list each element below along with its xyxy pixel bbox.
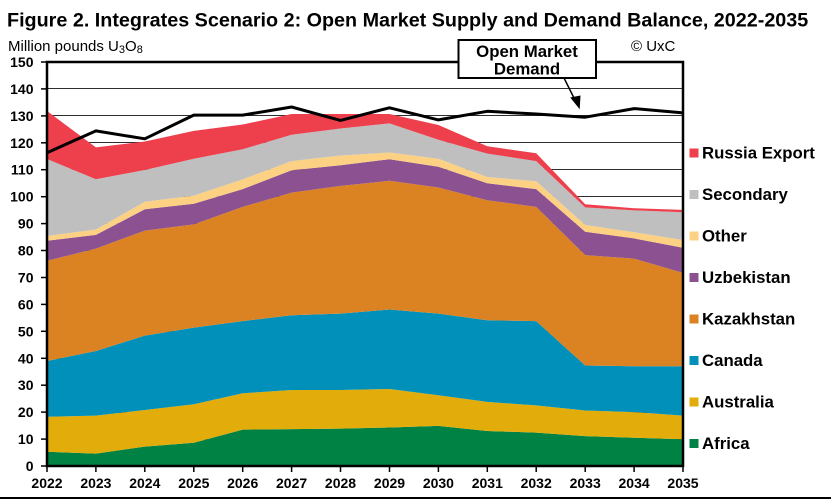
svg-text:30: 30 bbox=[18, 377, 34, 393]
svg-text:© UxC: © UxC bbox=[631, 38, 676, 55]
svg-text:80: 80 bbox=[18, 243, 34, 259]
svg-text:20: 20 bbox=[18, 404, 34, 420]
svg-text:Million pounds U3O8: Million pounds U3O8 bbox=[8, 38, 143, 56]
svg-text:60: 60 bbox=[18, 296, 34, 312]
svg-text:2022: 2022 bbox=[31, 475, 62, 491]
svg-text:2029: 2029 bbox=[374, 475, 405, 491]
svg-text:Open Market: Open Market bbox=[476, 42, 578, 61]
svg-text:Australia: Australia bbox=[702, 393, 774, 412]
svg-text:Canada: Canada bbox=[702, 351, 763, 370]
svg-text:120: 120 bbox=[10, 135, 34, 151]
svg-text:2024: 2024 bbox=[129, 475, 160, 491]
svg-text:10: 10 bbox=[18, 431, 34, 447]
svg-text:0: 0 bbox=[26, 458, 34, 474]
svg-text:140: 140 bbox=[10, 81, 34, 97]
svg-text:Russia Export: Russia Export bbox=[702, 144, 815, 163]
svg-text:Africa: Africa bbox=[702, 434, 750, 453]
svg-text:50: 50 bbox=[18, 323, 34, 339]
svg-text:Kazakhstan: Kazakhstan bbox=[702, 310, 795, 329]
svg-text:2028: 2028 bbox=[325, 475, 356, 491]
svg-text:90: 90 bbox=[18, 216, 34, 232]
svg-text:150: 150 bbox=[10, 54, 34, 70]
svg-text:70: 70 bbox=[18, 270, 34, 286]
svg-text:2023: 2023 bbox=[80, 475, 111, 491]
svg-text:40: 40 bbox=[18, 350, 34, 366]
svg-text:2033: 2033 bbox=[570, 475, 601, 491]
svg-text:Uzbekistan: Uzbekistan bbox=[702, 268, 791, 287]
svg-text:Other: Other bbox=[702, 227, 747, 246]
svg-text:Secondary: Secondary bbox=[702, 185, 788, 204]
svg-text:2031: 2031 bbox=[472, 475, 503, 491]
svg-text:130: 130 bbox=[10, 108, 34, 124]
svg-text:110: 110 bbox=[11, 162, 34, 178]
svg-text:2032: 2032 bbox=[521, 475, 552, 491]
svg-text:2030: 2030 bbox=[423, 475, 454, 491]
svg-text:2027: 2027 bbox=[276, 475, 307, 491]
svg-text:2034: 2034 bbox=[619, 475, 650, 491]
svg-text:Demand: Demand bbox=[494, 60, 560, 79]
svg-text:Figure 2. Integrates Scenario: Figure 2. Integrates Scenario 2: Open Ma… bbox=[7, 10, 808, 32]
svg-text:100: 100 bbox=[10, 189, 34, 205]
svg-text:2035: 2035 bbox=[667, 475, 698, 491]
svg-text:2025: 2025 bbox=[178, 475, 209, 491]
svg-text:2026: 2026 bbox=[227, 475, 258, 491]
